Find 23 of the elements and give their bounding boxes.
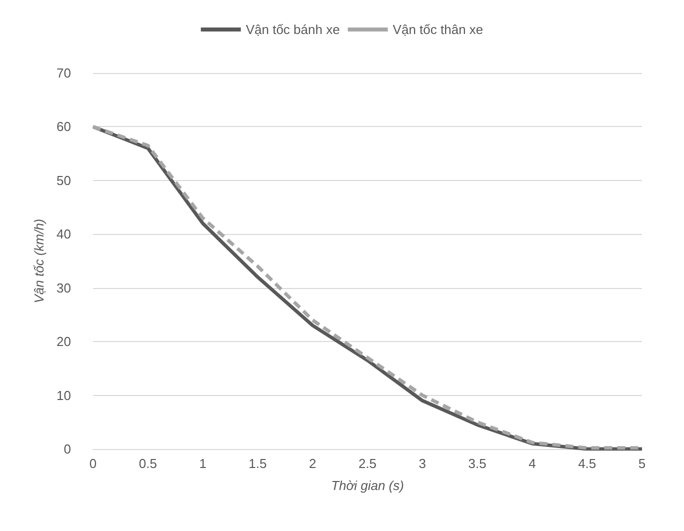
- y-axis-title: Vận tốc (km/h): [32, 218, 47, 304]
- x-tick-label: 4.5: [578, 456, 596, 471]
- x-tick-label: 3: [418, 456, 426, 471]
- y-tick-label: 20: [56, 334, 71, 350]
- x-tick-label: 1: [199, 456, 206, 471]
- y-tick-label: 0: [64, 442, 71, 456]
- x-tick-label: 2.5: [358, 456, 377, 471]
- legend-label: Vận tốc thân xe: [392, 22, 484, 37]
- x-tick-label: 3.5: [468, 456, 486, 471]
- y-tick-label: 60: [56, 119, 71, 134]
- x-tick-label: 2: [308, 456, 316, 471]
- y-tick-label: 70: [56, 66, 71, 80]
- legend-label: Vận tốc bánh xe: [246, 22, 340, 37]
- y-tick-label: 40: [56, 226, 71, 242]
- y-tick-label: 30: [56, 280, 71, 296]
- y-tick-label: 50: [56, 172, 71, 188]
- x-axis-title: Thời gian (s): [331, 478, 404, 493]
- y-tick-label: 10: [56, 388, 71, 403]
- x-tick-label: 0.5: [138, 456, 157, 471]
- x-tick-label: 5: [638, 456, 646, 471]
- x-tick-label: 0: [89, 456, 97, 471]
- x-tick-label: 4: [528, 456, 536, 471]
- x-tick-label: 1.5: [248, 456, 267, 471]
